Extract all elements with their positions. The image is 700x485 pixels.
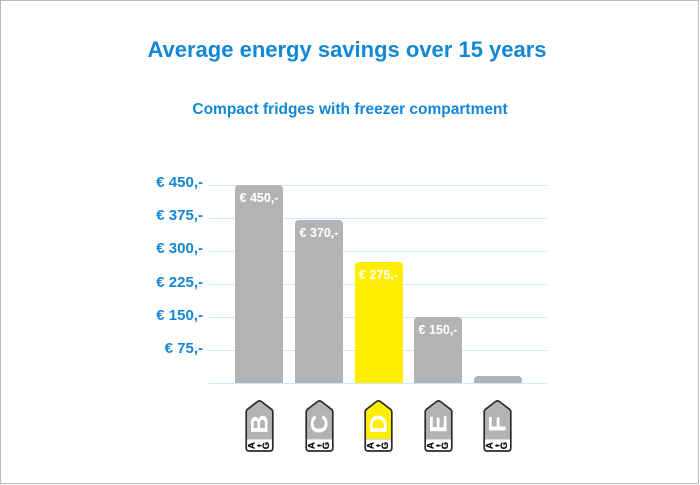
svg-text:C: C [306,415,333,434]
svg-text:A: A [306,442,317,449]
svg-text:D: D [366,415,393,434]
svg-text:A: A [365,442,376,449]
svg-text:G: G [380,442,391,449]
svg-text:E: E [425,415,452,433]
svg-text:A: A [425,442,436,449]
svg-text:G: G [440,442,451,449]
svg-text:F: F [485,416,512,432]
svg-text:G: G [261,442,272,449]
svg-text:G: G [499,442,510,449]
svg-text:A: A [246,442,257,449]
svg-text:G: G [321,442,332,449]
svg-text:B: B [246,415,273,434]
svg-text:A: A [484,442,495,449]
